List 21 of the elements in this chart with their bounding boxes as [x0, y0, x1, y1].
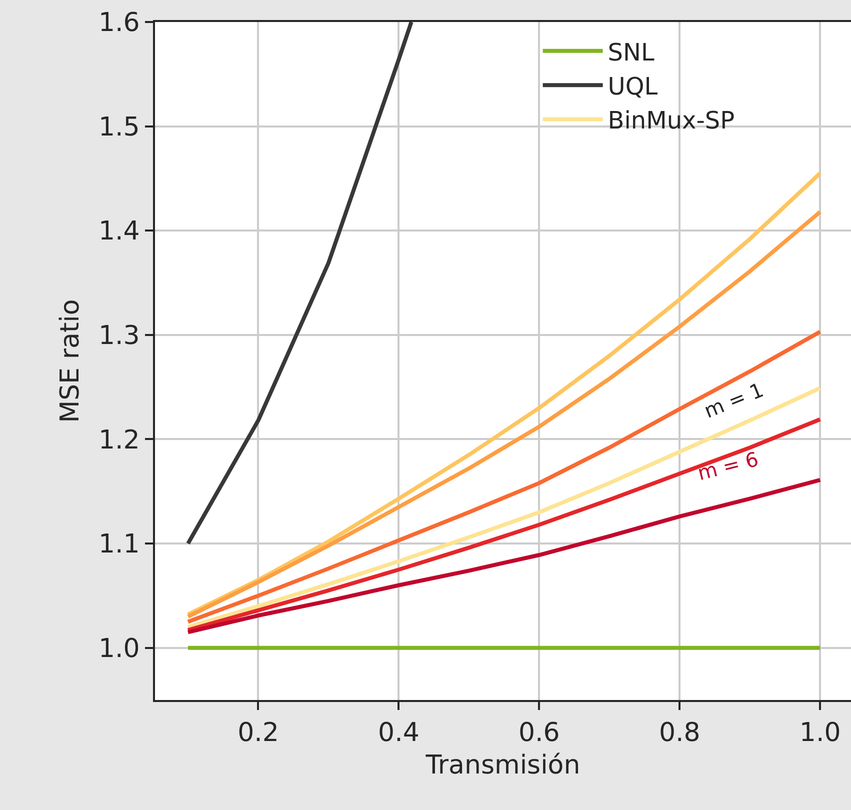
- x-tick-label: 1.0: [799, 718, 841, 748]
- x-tick-label: 0.6: [518, 718, 560, 748]
- y-tick-label: 1.1: [98, 530, 140, 560]
- y-tick-label: 1.0: [98, 634, 140, 664]
- y-tick-label: 1.3: [98, 321, 140, 352]
- y-tick-label: 1.4: [98, 216, 140, 247]
- x-tick-label: 0.4: [378, 718, 420, 748]
- x-axis-title: Transmisión: [424, 750, 580, 780]
- x-tick-label: 0.2: [238, 718, 279, 748]
- legend-label: SNL: [608, 38, 655, 66]
- legend-label: BinMux-SP: [608, 106, 735, 135]
- legend-label: UQL: [608, 72, 658, 100]
- y-axis-title: MSE ratio: [55, 299, 86, 423]
- line-series: [186, 330, 822, 624]
- annotation: m = 6: [695, 446, 761, 486]
- x-tick-label: 0.8: [658, 718, 700, 748]
- y-tick-label: 1.5: [98, 112, 140, 142]
- y-tick-label: 1.6: [98, 8, 140, 38]
- annotation: m = 1: [700, 378, 767, 423]
- line-series: [186, 22, 414, 546]
- y-tick-label: 1.2: [98, 425, 140, 456]
